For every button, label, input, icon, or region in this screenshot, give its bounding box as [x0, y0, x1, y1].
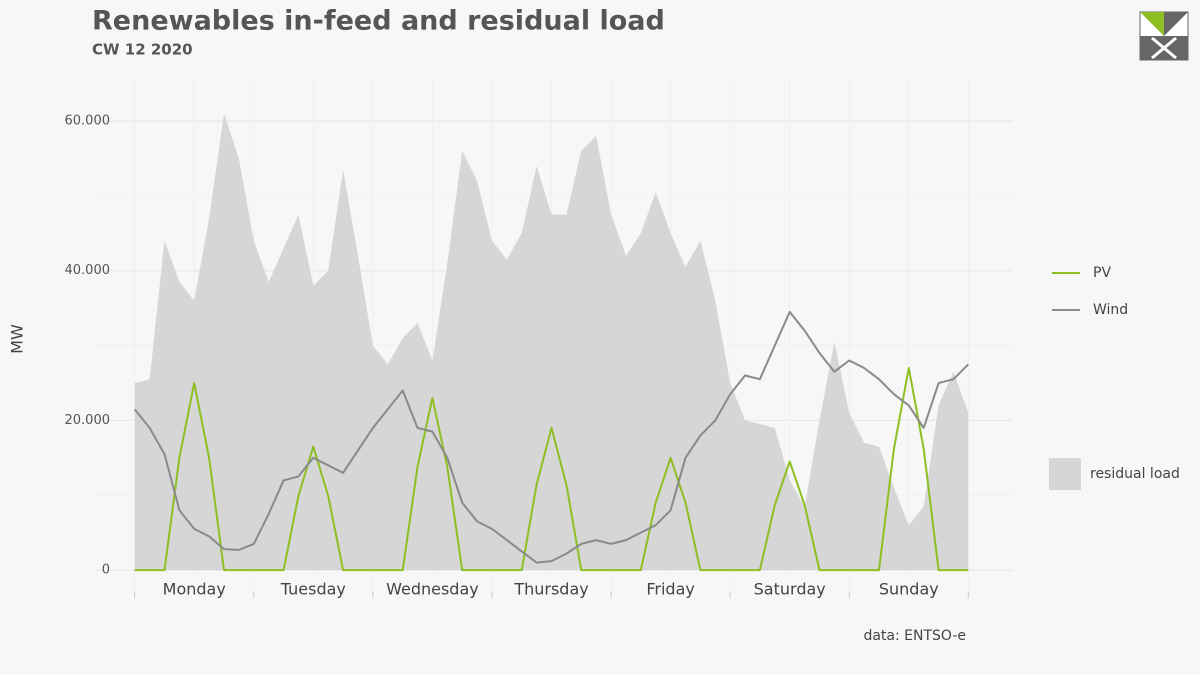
- x-tick-label: Thursday: [513, 580, 588, 599]
- y-tick-label: 60.000: [65, 114, 111, 129]
- chart-subtitle: CW 12 2020: [92, 41, 193, 59]
- area: [134, 113, 969, 571]
- x-tick-label: Tuesday: [280, 580, 346, 599]
- y-tick-label: 40.000: [65, 263, 111, 278]
- x-tick-label: Sunday: [879, 580, 939, 599]
- legend-swatch: [1049, 458, 1081, 490]
- legend-label: residual load: [1090, 466, 1180, 482]
- x-tick-label: Wednesday: [386, 580, 479, 599]
- line: [134, 367, 969, 572]
- chart-title: Renewables in-feed and residual load: [92, 6, 665, 37]
- legend-label: Wind: [1093, 302, 1128, 318]
- x-tick-label: Saturday: [754, 580, 826, 599]
- x-tick-label: Friday: [646, 580, 695, 599]
- logo: [1139, 11, 1189, 61]
- y-tick-label: 0: [102, 563, 110, 578]
- x-tick-label: Monday: [163, 580, 226, 599]
- line: [133, 310, 970, 564]
- y-tick-label: 20.000: [65, 413, 111, 428]
- legend-label: PV: [1093, 265, 1111, 281]
- source: data: ENTSO-e: [863, 628, 966, 644]
- y-axis-label: MW: [8, 324, 27, 354]
